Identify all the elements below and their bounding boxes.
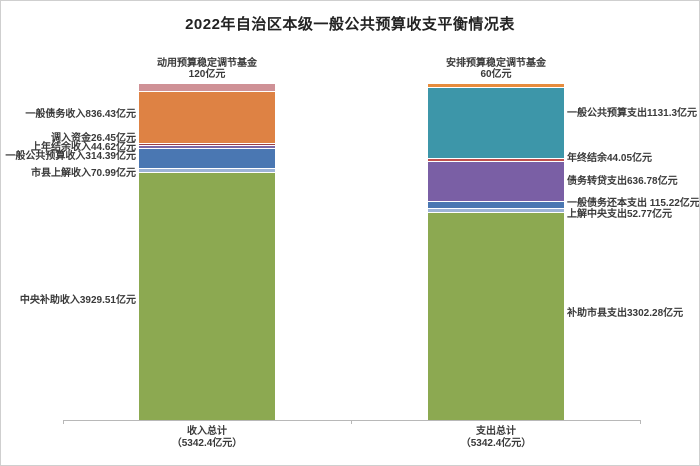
x-label-expense: 支出总计 （5342.4亿元） — [386, 426, 606, 449]
x-axis-line — [63, 420, 641, 421]
callout-income-city: 市县上解收入70.99亿元 — [30, 168, 136, 179]
x-label-expense-name: 支出总计 — [476, 426, 516, 437]
x-label-income-name: 收入总计 — [187, 426, 227, 437]
callout-expense-central: 上解中央支出52.77亿元 — [567, 209, 673, 220]
chart-title: 2022年自治区本级一般公共预算收支平衡情况表 — [185, 16, 515, 33]
callout-expense-onlending: 债务转贷支出636.78亿元 — [567, 176, 678, 187]
bar-segment — [428, 209, 564, 212]
callout-expense-budget: 一般公共预算支出1131.3亿元 — [567, 108, 698, 119]
bar-segment — [428, 202, 564, 209]
bar-segment — [428, 159, 564, 161]
x-label-income-total: （5342.4亿元） — [171, 437, 243, 449]
callout-expense-surplus: 年终结余44.05亿元 — [567, 153, 653, 164]
bar-segment — [139, 146, 275, 148]
bar-segment — [428, 84, 564, 87]
top-label-expense-fund: 安排预算稳定调节基金 60亿元 — [386, 58, 606, 80]
callout-income-transfer: 调入资金26.45亿元 — [50, 133, 136, 144]
top-label-income-fund-line1: 动用预算稳定调节基金 — [157, 58, 257, 69]
x-label-income: 收入总计 （5342.4亿元） — [97, 426, 317, 449]
bar-segment — [428, 161, 564, 202]
bar-segment — [428, 212, 564, 421]
top-label-expense-fund-line1: 安排预算稳定调节基金 — [446, 58, 546, 69]
callout-expense-repayment: 一般债务还本支出 115.22亿元 — [567, 198, 700, 209]
bar-segment — [428, 87, 564, 159]
x-label-expense-total: （5342.4亿元） — [460, 437, 532, 449]
income-stacked-bar — [139, 84, 275, 421]
top-label-income-fund-line2: 120亿元 — [188, 69, 226, 80]
top-label-expense-fund-line2: 60亿元 — [480, 69, 512, 80]
x-axis-tick-right — [640, 420, 641, 424]
callout-income-budget: 一般公共预算收入314.39亿元 — [5, 151, 136, 162]
bar-segment — [139, 148, 275, 168]
bar-segment — [139, 144, 275, 146]
top-label-income-fund: 动用预算稳定调节基金 120亿元 — [97, 58, 317, 80]
x-axis-tick-middle — [351, 420, 352, 424]
expense-stacked-bar — [428, 84, 564, 421]
callout-income-central: 中央补助收入3929.51亿元 — [19, 295, 136, 306]
bar-segment — [139, 84, 275, 91]
x-axis-tick-left — [63, 420, 64, 424]
callout-income-carryover: 上年结余收入44.62亿元 — [30, 142, 136, 153]
bar-segment — [139, 91, 275, 144]
bar-segment — [139, 173, 275, 421]
bar-segment — [139, 168, 275, 173]
callout-income-debt: 一般债务收入836.43亿元 — [25, 109, 136, 120]
callout-expense-subsidy: 补助市县支出3302.28亿元 — [567, 308, 684, 319]
